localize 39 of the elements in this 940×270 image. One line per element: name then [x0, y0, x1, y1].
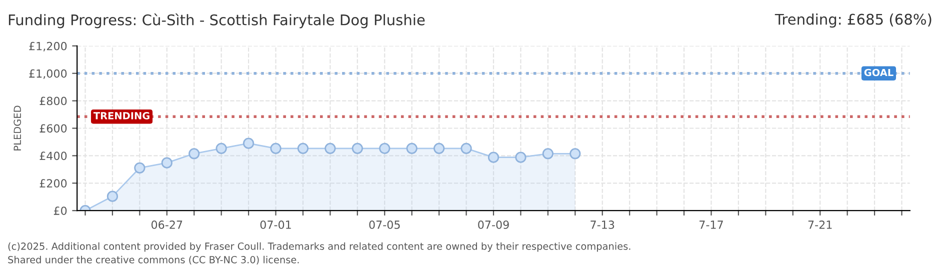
x-tick-label: 7-21: [808, 220, 832, 229]
x-tick-label: 7-17: [700, 220, 723, 229]
y-tick-label: £1,000: [29, 69, 67, 79]
point: [352, 142, 363, 154]
point: [515, 152, 526, 163]
point: [434, 142, 445, 154]
point: [406, 142, 418, 154]
y-tick-label: £1,200: [29, 42, 67, 52]
point: [488, 152, 500, 163]
ref-line-label: TRENDING: [93, 112, 150, 120]
point: [270, 142, 282, 154]
ref-line-label: GOAL: [864, 68, 894, 76]
x-tick-label: 07-01: [260, 220, 291, 229]
point: [379, 142, 390, 154]
x-tick-label: 7-13: [590, 220, 614, 229]
point: [188, 148, 200, 160]
point: [542, 148, 554, 160]
text: (c)2025. Additional content provided by Fraser Coull. Trademarks and related content are owned by their respective companies.: [8, 242, 630, 252]
y-tick-label: £200: [40, 179, 67, 188]
y-axis-title: PLEDGED: [14, 106, 22, 150]
y-tick-label: £600: [40, 124, 67, 133]
point: [216, 142, 227, 154]
y-tick-label: £400: [40, 152, 67, 160]
chart-title: Funding Progress: Cù-Sìth - Scottish Fairytale Dog Plushie: [8, 14, 425, 28]
point: [460, 142, 472, 154]
x-tick-label: 07-09: [478, 220, 509, 229]
point: [242, 138, 254, 149]
y-tick-label: £0: [54, 206, 67, 215]
text: Shared under the creative commons (CC BY-NC 3.0) license.: [8, 256, 299, 265]
point: [324, 142, 336, 154]
x-tick-label: 06-27: [151, 220, 182, 229]
point: [134, 162, 146, 174]
point: [570, 148, 581, 160]
y-tick-label: £800: [40, 96, 67, 106]
point: [106, 190, 118, 202]
chart-subtitle: Trending: £685 (68%): [774, 14, 932, 28]
x-tick-label: 07-05: [369, 220, 400, 229]
point: [297, 142, 309, 154]
point: [161, 157, 172, 168]
